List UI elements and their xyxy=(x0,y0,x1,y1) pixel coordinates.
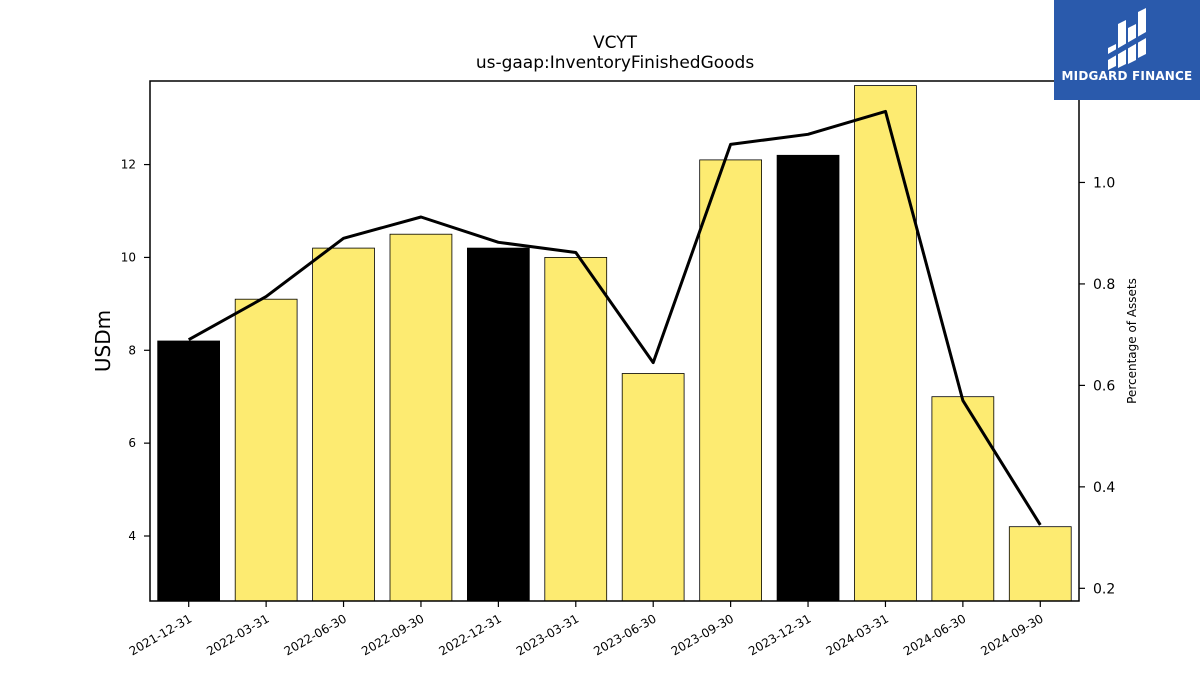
y2-tick-label: 0.4 xyxy=(1093,480,1115,496)
x-tick-label: 2021-12-31 xyxy=(127,611,194,658)
y2-tick-label: 1.0 xyxy=(1093,175,1115,191)
x-tick-label: 2023-12-31 xyxy=(746,611,813,658)
plot-frame xyxy=(149,80,1080,602)
percentage-of-assets-line xyxy=(187,109,1042,526)
x-tick-label: 2024-03-31 xyxy=(824,611,891,658)
y-tick-label: 6 xyxy=(128,436,136,450)
bar-2024-09-30 xyxy=(1008,526,1072,602)
x-tick-label: 2022-09-30 xyxy=(359,611,426,658)
logo-mark-icon xyxy=(1108,8,1146,70)
x-tick-label: 2024-09-30 xyxy=(978,611,1045,658)
y2-axis-label: Percentage of Assets xyxy=(1125,278,1139,404)
y-tick-label: 12 xyxy=(121,158,136,172)
bar-2022-12-31 xyxy=(466,247,530,602)
x-axis: 2021-12-31 2022-03-31 2022-06-30 2022-09-30… xyxy=(127,601,1046,658)
logo-text: MIDGARD FINANCE xyxy=(1061,69,1193,83)
y2-tick-label: 0.6 xyxy=(1093,378,1115,394)
bar-2023-09-30 xyxy=(699,159,763,602)
bar-2023-06-30 xyxy=(621,373,685,602)
chart-title: VCYT xyxy=(593,33,638,53)
y-tick-label: 10 xyxy=(121,250,136,264)
y2-tick-label: 0.2 xyxy=(1093,581,1115,597)
bar-2022-06-30 xyxy=(312,247,375,602)
bars-layer xyxy=(157,85,1072,602)
bar-2024-03-31 xyxy=(854,85,917,602)
y-axis-label: USDm xyxy=(91,310,115,372)
y-tick-label: 8 xyxy=(128,343,136,357)
x-tick-label: 2023-03-31 xyxy=(514,611,581,658)
bar-2023-03-31 xyxy=(544,256,608,602)
bar-2021-12-31 xyxy=(157,340,220,602)
x-tick-label: 2023-06-30 xyxy=(591,611,658,658)
chart-subtitle: us-gaap:InventoryFinishedGoods xyxy=(476,53,755,73)
y-axis-right: 0.2 0.4 0.6 0.8 1.0 xyxy=(1079,175,1115,597)
bar-2023-12-31 xyxy=(776,154,840,602)
bar-2024-06-30 xyxy=(931,396,995,602)
bar-2022-09-30 xyxy=(389,233,453,602)
y2-tick-label: 0.8 xyxy=(1093,277,1115,293)
x-tick-label: 2024-06-30 xyxy=(901,611,968,658)
y-axis-left: 4 6 8 10 12 xyxy=(121,158,150,543)
x-tick-label: 2022-03-31 xyxy=(204,611,271,658)
midgard-finance-logo: MIDGARD FINANCE xyxy=(1054,0,1200,100)
y-tick-label: 4 xyxy=(128,529,136,543)
bar-2022-03-31 xyxy=(234,298,298,602)
line-layer xyxy=(187,109,1042,526)
x-tick-label: 2022-12-31 xyxy=(436,611,503,658)
x-tick-label: 2023-09-30 xyxy=(669,611,736,658)
x-tick-label: 2022-06-30 xyxy=(282,611,349,658)
